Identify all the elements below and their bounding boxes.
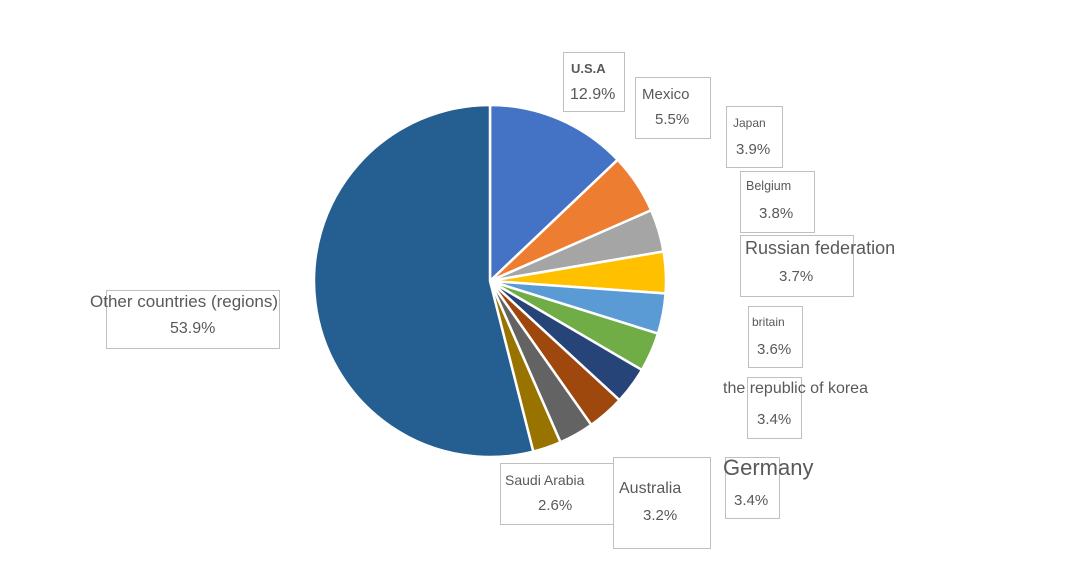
slice-value-belgium: 3.8% (759, 205, 794, 222)
slice-value-usa: 12.9% (570, 86, 616, 103)
label-box-korea (747, 377, 802, 439)
slice-label-germany: Germany (723, 455, 814, 480)
label-box-mexico (635, 77, 711, 139)
label-box-australia (613, 457, 711, 549)
slice-label-australia: Australia (619, 480, 682, 497)
label-box-germany (725, 457, 780, 519)
slice-value-japan: 3.9% (736, 141, 771, 158)
slice-value-other: 53.9% (170, 320, 216, 337)
label-box-belgium (740, 171, 815, 233)
slice-value-mexico: 5.5% (655, 111, 690, 128)
label-box-usa (563, 52, 625, 112)
pie-slice-other-countries-regions (312, 103, 535, 459)
label-box-japan (726, 106, 783, 168)
slice-label-belgium: Belgium (746, 179, 792, 193)
slice-value-russia: 3.7% (779, 268, 814, 285)
label-box-saudi-arabia (500, 463, 614, 525)
label-box-russia (740, 235, 854, 297)
slice-label-russia: Russian federation (745, 238, 896, 258)
slice-label-saudi-arabia: Saudi Arabia (505, 472, 585, 488)
slice-label-mexico: Mexico (642, 86, 690, 103)
slice-value-britain: 3.6% (757, 341, 792, 358)
slice-value-germany: 3.4% (734, 492, 769, 509)
slice-label-other: Other countries (regions) (90, 292, 279, 311)
slice-value-australia: 3.2% (643, 507, 678, 524)
slice-value-saudi-arabia: 2.6% (538, 497, 573, 514)
pie-slice-u-s-a (488, 103, 620, 284)
label-box-britain (748, 306, 803, 368)
slice-label-japan: Japan (733, 116, 766, 130)
slice-label-britain: britain (752, 315, 785, 329)
label-box-other (106, 290, 280, 349)
slice-value-korea: 3.4% (757, 411, 792, 428)
slice-label-korea: the republic of korea (723, 380, 868, 397)
slice-label-usa: U.S.A (571, 61, 606, 76)
